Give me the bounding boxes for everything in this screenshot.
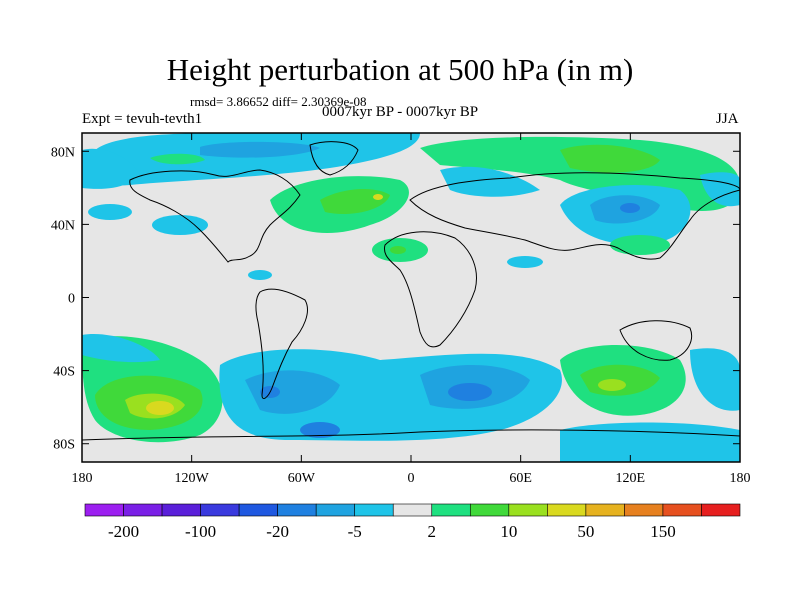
colorbar: -200 -100 -20 -5 2 10 50 150 bbox=[84, 503, 741, 541]
y-tick-label: 80N bbox=[51, 145, 75, 160]
x-tick-label: 120W bbox=[175, 471, 210, 486]
anomaly-north-atlantic bbox=[270, 176, 409, 233]
x-tick-label: 0 bbox=[408, 471, 415, 486]
colorbar-swatch bbox=[431, 503, 471, 517]
map-panel bbox=[81, 132, 741, 463]
colorbar-label: -200 bbox=[108, 522, 139, 541]
colorbar-swatch bbox=[547, 503, 587, 517]
colorbar-swatch bbox=[624, 503, 664, 517]
x-tick-label: 60W bbox=[288, 471, 316, 486]
x-tick-label: 180 bbox=[730, 471, 751, 486]
stats-label: rmsd= 3.86652 diff= 2.30369e-08 bbox=[190, 94, 367, 109]
anomaly-east-asia bbox=[560, 185, 691, 245]
colorbar-swatch bbox=[161, 503, 201, 517]
colorbar-swatch bbox=[354, 503, 394, 517]
anomaly-antarctic bbox=[560, 422, 740, 462]
colorbar-swatch bbox=[392, 503, 433, 517]
x-tick-label: 60E bbox=[509, 471, 532, 486]
y-axis: 80N 40N 0 40S 80S bbox=[51, 145, 740, 453]
coastlines bbox=[82, 141, 740, 441]
colorbar-swatch bbox=[277, 503, 317, 517]
colorbar-label: -5 bbox=[348, 522, 362, 541]
colorbar-label: 10 bbox=[500, 522, 517, 541]
colorbar-swatch bbox=[469, 503, 510, 517]
colorbar-swatch bbox=[585, 503, 625, 517]
x-tick-label: 180 bbox=[72, 471, 93, 486]
colorbar-swatch bbox=[662, 503, 702, 517]
y-tick-label: 40N bbox=[51, 218, 75, 233]
anomaly-arctic-canada bbox=[90, 133, 420, 186]
colorbar-swatch bbox=[84, 503, 124, 517]
colorbar-swatch bbox=[701, 503, 741, 517]
colorbar-label: -100 bbox=[185, 522, 216, 541]
experiment-label: Expt = tevuh-tevth1 bbox=[82, 111, 203, 127]
colorbar-swatch bbox=[508, 503, 548, 517]
y-tick-label: 40S bbox=[53, 365, 75, 380]
colorbar-label: 2 bbox=[428, 522, 437, 541]
colorbar-swatch bbox=[123, 503, 163, 517]
anomaly-south-america bbox=[219, 349, 562, 441]
period-label: 0007kyr BP - 0007kyr BP bbox=[322, 104, 479, 120]
y-tick-label: 80S bbox=[53, 438, 75, 453]
season-label: JJA bbox=[716, 111, 739, 127]
colorbar-swatch bbox=[238, 503, 278, 517]
page-title: Height perturbation at 500 hPa (in m) bbox=[166, 52, 634, 87]
colorbar-label: 50 bbox=[577, 522, 594, 541]
colorbar-label: -20 bbox=[266, 522, 289, 541]
x-tick-label: 120E bbox=[616, 471, 646, 486]
y-tick-label: 0 bbox=[68, 292, 75, 307]
colorbar-label: 150 bbox=[650, 522, 676, 541]
anomaly-southern-indian bbox=[560, 345, 740, 416]
colorbar-swatch bbox=[200, 503, 240, 517]
x-axis: 180 120W 60W 0 60E 120E 180 bbox=[72, 133, 751, 486]
colorbar-swatch bbox=[315, 503, 356, 517]
anomaly-south-pacific bbox=[82, 334, 223, 443]
